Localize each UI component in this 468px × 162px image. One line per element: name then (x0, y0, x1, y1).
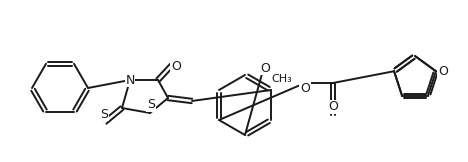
Text: O: O (300, 81, 310, 94)
Text: O: O (438, 65, 448, 78)
Text: O: O (260, 62, 270, 75)
Text: S: S (100, 108, 108, 121)
Text: O: O (328, 100, 338, 114)
Text: N: N (125, 74, 135, 87)
Text: O: O (171, 60, 181, 74)
Text: S: S (147, 98, 155, 111)
Text: CH₃: CH₃ (271, 74, 292, 84)
